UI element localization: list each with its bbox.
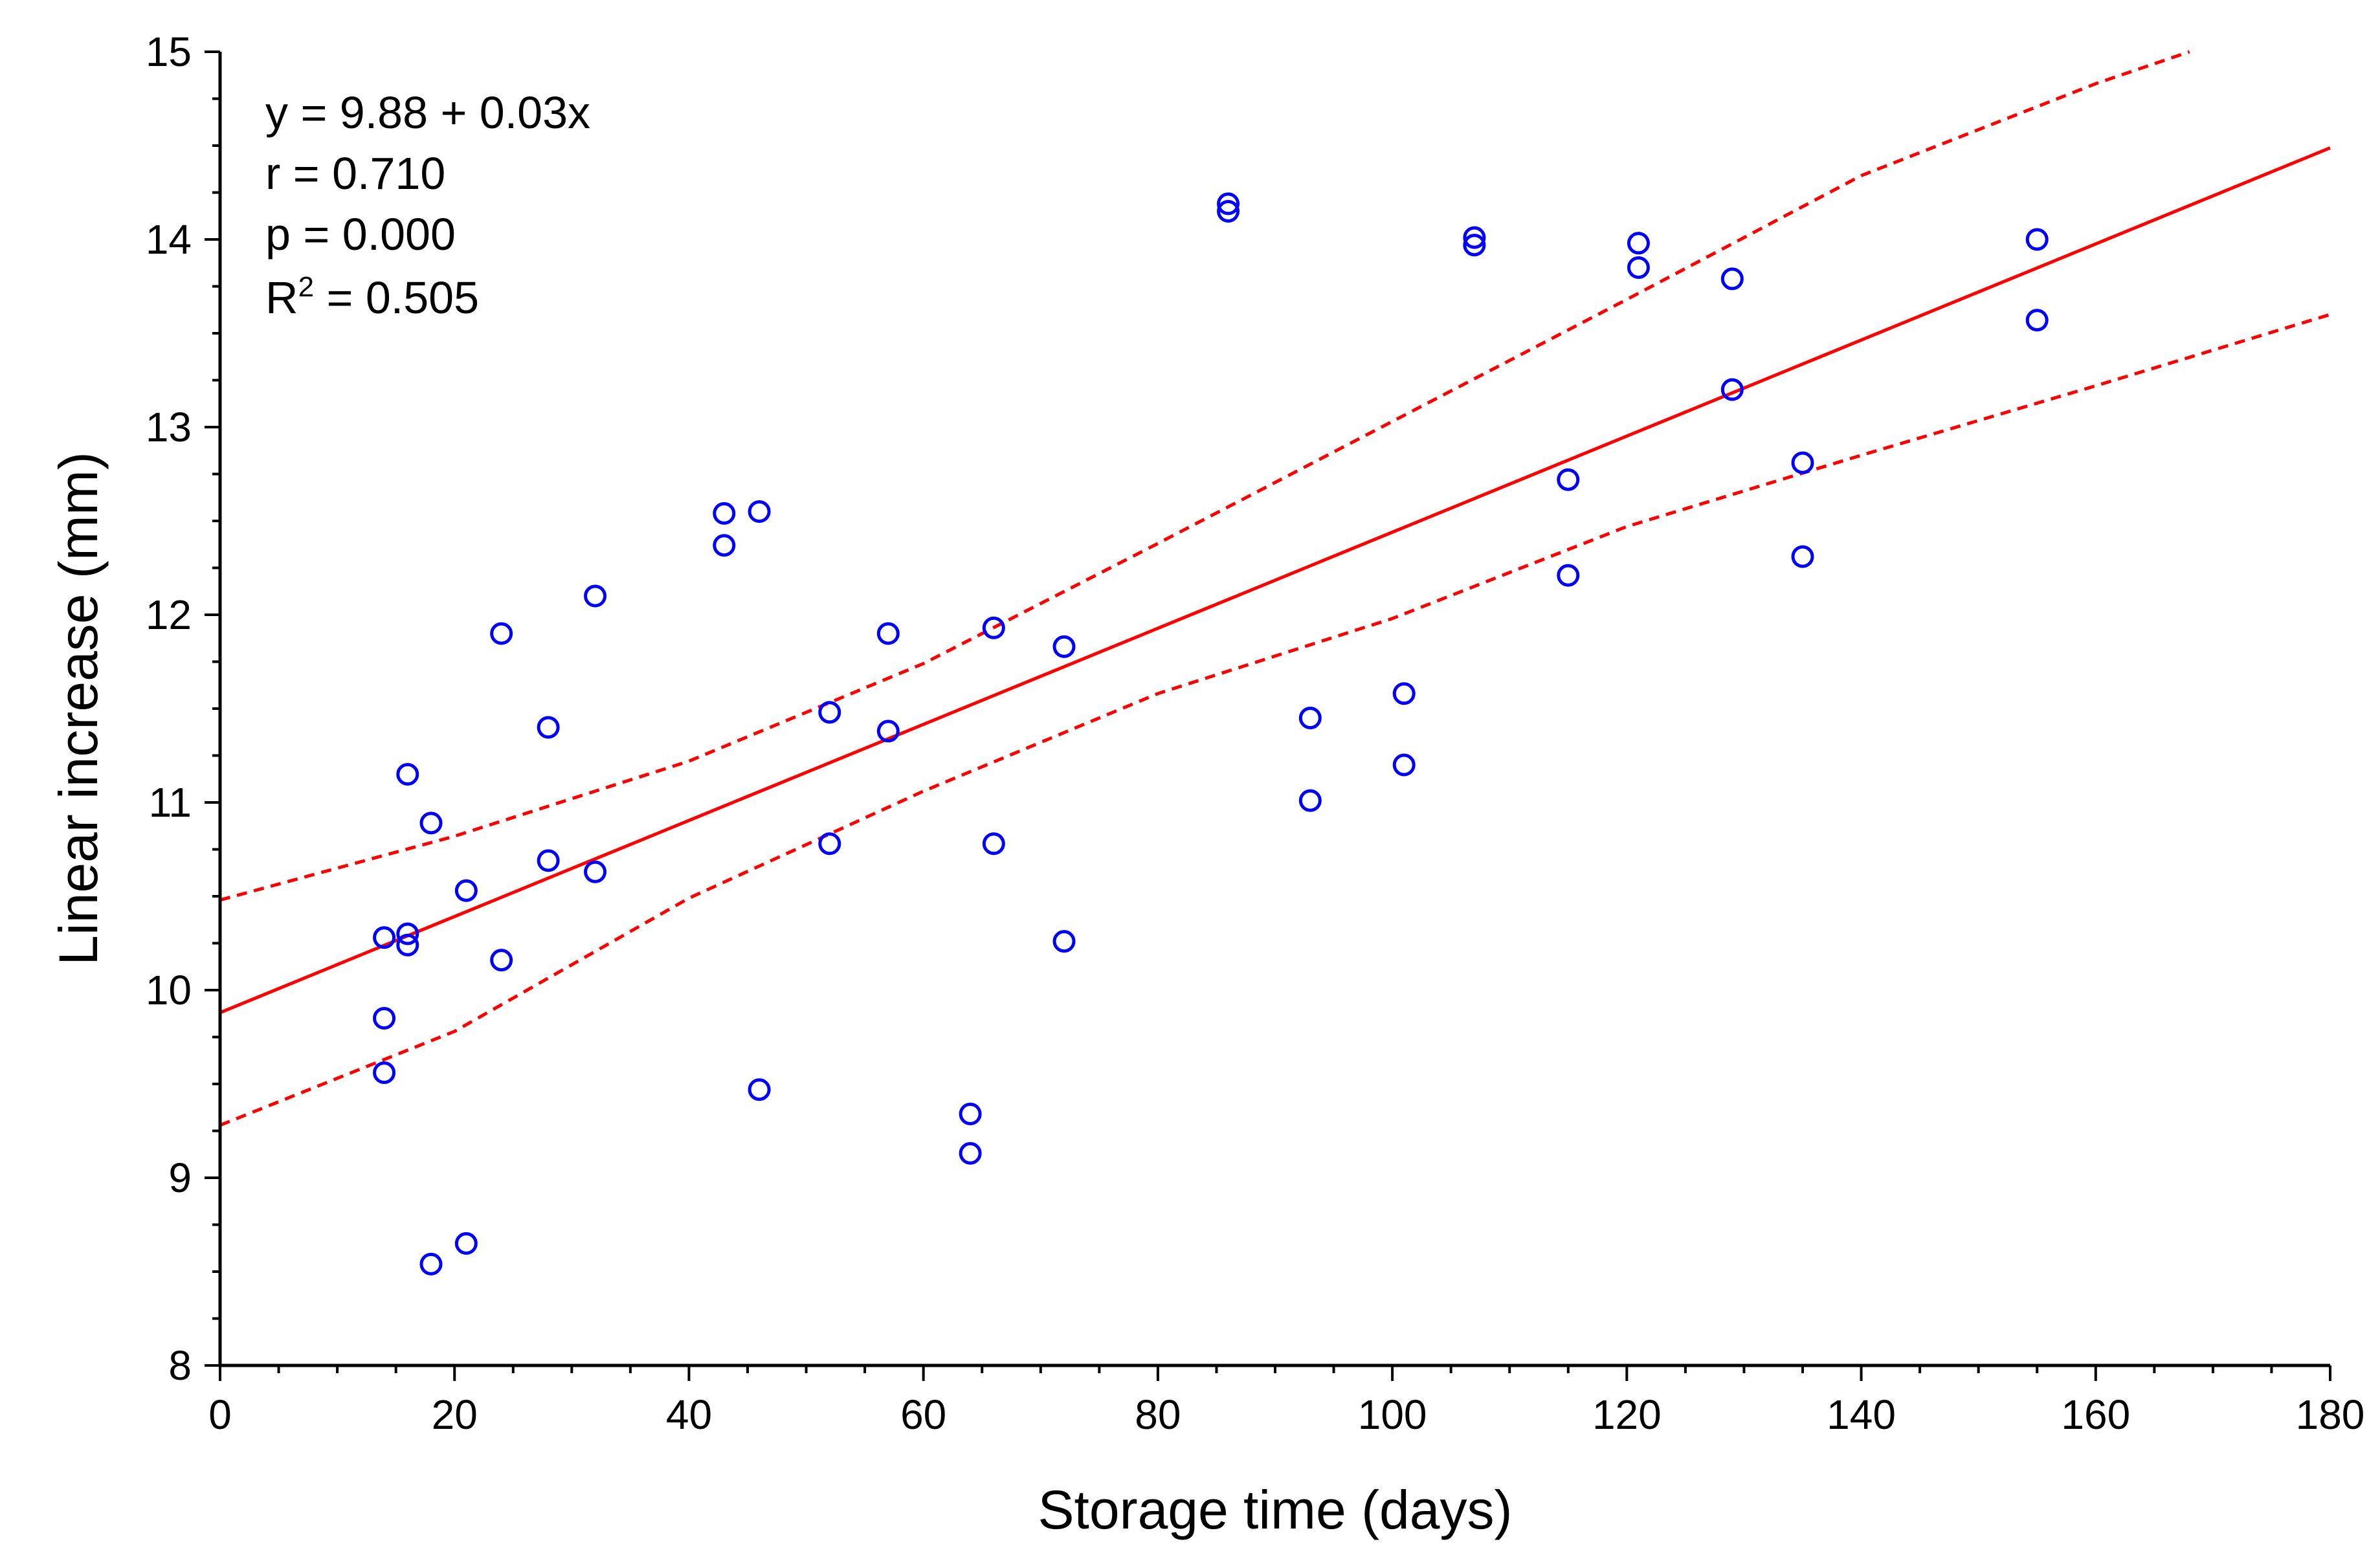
data-point — [1557, 564, 1580, 587]
data-point — [1720, 378, 1744, 401]
data-point — [419, 1252, 443, 1275]
data-point — [373, 1061, 396, 1085]
x-tick-label: 40 — [666, 1391, 712, 1438]
x-tick-label: 180 — [2296, 1391, 2365, 1438]
x-tick-label: 100 — [1358, 1391, 1427, 1438]
regression-fit — [219, 146, 2331, 1015]
data-points — [373, 192, 2049, 1275]
data-point — [1052, 635, 1076, 658]
data-point — [396, 922, 419, 945]
y-tick-label: 10 — [146, 967, 192, 1013]
data-point — [959, 1142, 982, 1165]
data-point — [1557, 468, 1580, 491]
x-tick-label: 120 — [1592, 1391, 1662, 1438]
upper-confidence-line — [219, 50, 2190, 902]
data-point — [1052, 930, 1076, 953]
x-tick-label: 80 — [1135, 1391, 1181, 1438]
data-point — [1298, 789, 1322, 812]
data-point — [1720, 267, 1744, 291]
r-squared-value: = 0.505 — [314, 272, 479, 323]
data-point — [1298, 707, 1322, 729]
y-tick-label: 13 — [146, 404, 192, 450]
confidence-band — [219, 50, 2331, 1127]
data-point — [419, 812, 443, 835]
lower-confidence-line — [219, 313, 2331, 1127]
data-point — [748, 1078, 771, 1101]
p-text: p = 0.000 — [265, 209, 456, 260]
data-point — [1392, 682, 1416, 705]
data-point — [982, 832, 1005, 856]
x-tick-label: 140 — [1827, 1391, 1896, 1438]
data-point — [818, 701, 841, 724]
regression-line — [219, 146, 2331, 1015]
data-point — [1463, 234, 1486, 257]
y-tick-label: 15 — [146, 28, 192, 75]
r-squared-superscript: 2 — [298, 271, 314, 303]
data-point — [876, 720, 900, 743]
axes — [218, 52, 2330, 1367]
data-point — [818, 832, 841, 856]
data-point — [1392, 753, 1416, 777]
data-point — [373, 1007, 396, 1030]
r-squared-text: R2 = 0.505 — [265, 271, 479, 323]
regression-stats: y = 9.88 + 0.03x r = 0.710 p = 0.000 R2 … — [265, 87, 590, 323]
data-point — [1791, 545, 1814, 568]
data-point — [490, 622, 513, 645]
y-tick-label: 14 — [146, 216, 192, 263]
data-point — [959, 1102, 982, 1125]
data-point — [537, 849, 560, 872]
data-point — [1627, 232, 1650, 255]
x-tick-label: 0 — [208, 1391, 232, 1438]
y-tick-label: 11 — [149, 779, 192, 826]
data-point — [454, 879, 478, 902]
y-tick-label: 12 — [146, 591, 192, 638]
ticks — [205, 50, 2331, 1381]
data-point — [396, 763, 419, 786]
r-text: r = 0.710 — [265, 148, 445, 199]
data-point — [982, 616, 1005, 639]
data-point — [1217, 192, 1240, 215]
r-squared-base: R — [265, 272, 298, 323]
y-axis-title: Linear increase (mm) — [48, 452, 109, 966]
data-point — [396, 933, 419, 956]
data-point — [1627, 256, 1650, 279]
data-point — [713, 502, 736, 525]
data-point — [2025, 228, 2049, 251]
data-point — [1791, 451, 1814, 474]
x-axis-title: Storage time (days) — [1038, 1479, 1513, 1540]
data-point — [490, 949, 513, 972]
y-tick-label: 8 — [168, 1342, 192, 1389]
data-point — [713, 534, 736, 557]
data-point — [584, 584, 607, 608]
data-point — [876, 622, 900, 645]
data-point — [2025, 309, 2049, 332]
tick-labels: 0 20 40 60 80 100 120 140 160 180 8 9 10 11 12 13 14 15 — [146, 28, 2365, 1438]
data-point — [373, 926, 396, 949]
x-tick-label: 160 — [2061, 1391, 2130, 1438]
data-point — [1217, 200, 1240, 223]
data-point — [1463, 226, 1486, 249]
data-point — [454, 1232, 478, 1255]
data-point — [748, 500, 771, 523]
x-tick-label: 20 — [432, 1391, 478, 1438]
equation-text: y = 9.88 + 0.03x — [265, 87, 590, 138]
data-point — [584, 860, 607, 883]
data-point — [537, 716, 560, 739]
x-tick-label: 60 — [900, 1391, 946, 1438]
y-tick-label: 9 — [168, 1154, 192, 1201]
